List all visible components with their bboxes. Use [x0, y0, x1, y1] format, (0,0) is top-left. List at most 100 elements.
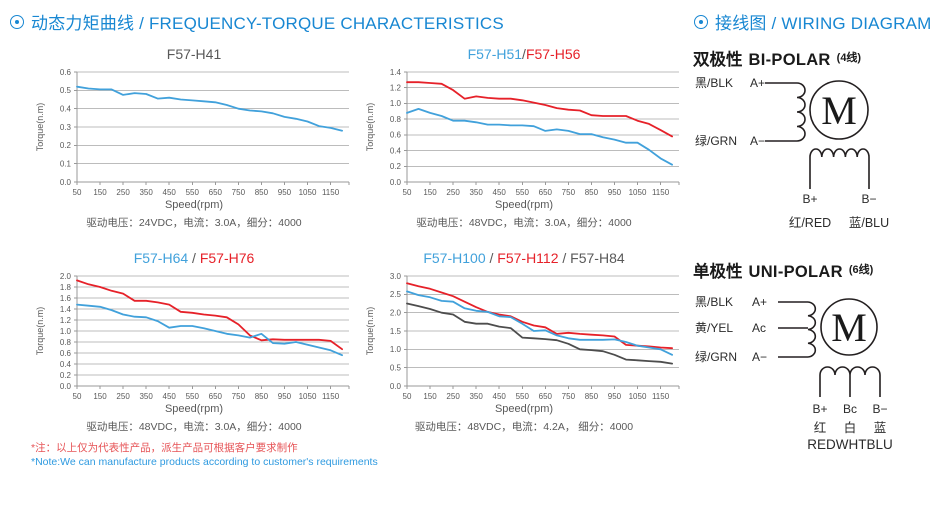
- svg-text:850: 850: [585, 392, 599, 401]
- chart-plot: 0.0 0.2 0.4 0.6 0.8 1.0 1.2 1.4 1.6 1.8 2.0 50 150 25…: [35, 272, 350, 401]
- svg-text:0.8: 0.8: [60, 338, 72, 347]
- svg-text:550: 550: [516, 392, 530, 401]
- svg-text:1050: 1050: [629, 392, 647, 401]
- svg-text:950: 950: [608, 188, 622, 197]
- svg-text:150: 150: [423, 188, 437, 197]
- svg-text:0.6: 0.6: [60, 68, 72, 77]
- svg-text:0.2: 0.2: [390, 162, 402, 171]
- chart-title-part: F57-H51: [467, 46, 523, 62]
- svg-text:Torque(n.m): Torque(n.m): [35, 307, 45, 356]
- unipolar-bc-color-label: 白: [844, 420, 857, 435]
- svg-text:0.2: 0.2: [60, 141, 72, 150]
- svg-text:0.4: 0.4: [390, 146, 402, 155]
- svg-text:150: 150: [93, 392, 107, 401]
- svg-text:950: 950: [278, 188, 292, 197]
- chart-title-part: F57-H76: [199, 250, 255, 266]
- unipolar-title-cn: 单极性: [693, 263, 743, 281]
- svg-text:1.5: 1.5: [390, 327, 402, 336]
- unipolar-b-colors-en-label: REDWHTBLU: [807, 437, 893, 452]
- unipolar-ac-label: Ac: [752, 321, 766, 335]
- svg-text:1050: 1050: [299, 392, 317, 401]
- svg-text:450: 450: [493, 188, 507, 197]
- series-line-F57-H41: [76, 85, 344, 132]
- svg-text:350: 350: [469, 392, 483, 401]
- series-line-F57-H51: [406, 108, 674, 166]
- svg-text:1050: 1050: [629, 188, 647, 197]
- svg-text:50: 50: [403, 392, 412, 401]
- svg-text:0.8: 0.8: [390, 115, 402, 124]
- svg-text:1.0: 1.0: [390, 345, 402, 354]
- svg-text:1.0: 1.0: [390, 99, 402, 108]
- svg-text:2.5: 2.5: [390, 290, 402, 299]
- chart-title-part: F57-H84: [570, 250, 625, 266]
- chart-title: F57-H100 / F57-H112 / F57-H84: [363, 250, 685, 268]
- unipolar-b-plus-color-label: 红: [814, 420, 827, 435]
- svg-text:350: 350: [139, 392, 153, 401]
- svg-text:3.0: 3.0: [390, 272, 402, 281]
- bipolar-b-minus-wire-label: 蓝/BLU: [849, 216, 889, 230]
- chart-title-part: F57-H41: [166, 46, 222, 62]
- svg-text:850: 850: [255, 188, 269, 197]
- series-line-F57-H56: [406, 81, 674, 138]
- unipolar-wire-count: (6线): [848, 264, 874, 276]
- svg-text:650: 650: [209, 188, 223, 197]
- svg-text:250: 250: [116, 392, 130, 401]
- svg-text:2.0: 2.0: [390, 308, 402, 317]
- svg-text:0.5: 0.5: [390, 363, 402, 372]
- svg-text:750: 750: [562, 392, 576, 401]
- footnotes: *注：以上仅为代表性产品，派生产品可根据客户要求制作 *Note:We can …: [31, 441, 378, 469]
- svg-text:850: 850: [255, 392, 269, 401]
- frequency-torque-title: 动态力矩曲线 / FREQUENCY-TORQUE CHARACTERISTIC…: [31, 14, 504, 33]
- svg-text:0.0: 0.0: [390, 382, 402, 391]
- svg-text:0.0: 0.0: [60, 382, 72, 391]
- svg-text:750: 750: [232, 392, 246, 401]
- series-line-F57-H64: [76, 303, 344, 357]
- bipolar-b-plus-wire-label: 红/RED: [789, 215, 831, 230]
- unipolar-a-minus-label: A−: [752, 350, 767, 364]
- motor-m-label: M: [821, 88, 857, 133]
- svg-text:450: 450: [163, 392, 177, 401]
- svg-text:0.6: 0.6: [60, 349, 72, 358]
- svg-text:1.8: 1.8: [60, 283, 72, 292]
- svg-text:250: 250: [446, 392, 460, 401]
- phase-b-coil: [809, 148, 870, 189]
- chart-plot: 0.0 0.2 0.4 0.6 0.8 1.0 1.2 1.4 50 150 250 350 450 55…: [365, 68, 680, 197]
- svg-text:750: 750: [562, 188, 576, 197]
- bipolar-a-minus-label: A−: [750, 134, 765, 148]
- motor-circle: [820, 298, 878, 356]
- svg-text:0.4: 0.4: [60, 104, 72, 113]
- phase-a-coil: [796, 82, 806, 142]
- note-en: *Note:We can manufacture products accord…: [31, 456, 378, 469]
- chart-title-part: F57-H112: [497, 250, 559, 266]
- frequency-torque-header: 动态力矩曲线 / FREQUENCY-TORQUE CHARACTERISTIC…: [10, 9, 504, 34]
- chart-title: F57-H41: [33, 46, 355, 64]
- svg-text:0.3: 0.3: [60, 123, 72, 132]
- chart-title-part: /: [188, 250, 200, 266]
- svg-text:750: 750: [232, 188, 246, 197]
- bipolar-b-minus-label: B−: [861, 192, 876, 206]
- svg-text:250: 250: [446, 188, 460, 197]
- svg-text:550: 550: [186, 188, 200, 197]
- svg-text:1150: 1150: [322, 392, 340, 401]
- unipolar-ac-wire-label: 黄/YEL: [695, 321, 733, 335]
- svg-text:0.0: 0.0: [390, 178, 402, 187]
- chart-xlabel: Speed(rpm): [494, 199, 554, 211]
- chart-title-part: F57-H64: [133, 250, 189, 266]
- svg-text:550: 550: [516, 188, 530, 197]
- motor-m-label: M: [831, 305, 867, 350]
- unipolar-b-minus-color-label: 蓝: [874, 421, 887, 435]
- svg-text:850: 850: [585, 188, 599, 197]
- svg-text:250: 250: [116, 188, 130, 197]
- circle-dot-icon: [10, 14, 24, 29]
- chart-f57-h51-h56: F57-H51/F57-H56 0.0 0.2 0.4 0.6 0.8 1.0 1.2 1.4…: [363, 46, 685, 230]
- svg-text:1050: 1050: [299, 188, 317, 197]
- unipolar-diagram: 黑/BLK A+ 黄/YEL Ac 绿/GRN A− M B+ Bc B− 红 …: [695, 295, 893, 452]
- svg-text:950: 950: [608, 392, 622, 401]
- svg-text:50: 50: [403, 188, 412, 197]
- chart-plot: 0.0 0.5 1.0 1.5 2.0 2.5 3.0 50 150 250 350 450 550 65…: [365, 272, 680, 401]
- chart-xlabel: Speed(rpm): [164, 199, 224, 211]
- svg-text:1.6: 1.6: [60, 294, 72, 303]
- svg-text:650: 650: [539, 392, 553, 401]
- chart-f57-h41: F57-H41 0.0 0.1 0.2 0.3 0.4 0.5 0.6 50 150 250 350…: [33, 46, 355, 230]
